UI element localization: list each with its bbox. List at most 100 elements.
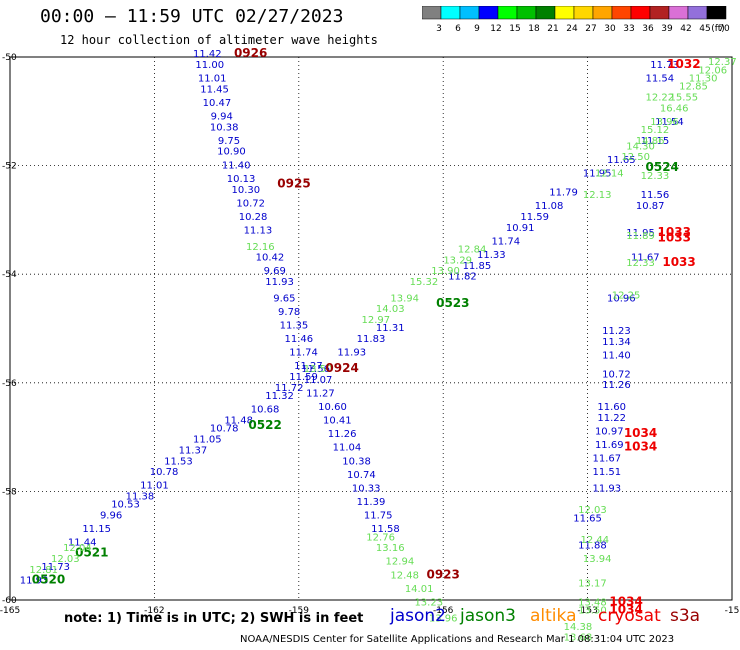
- jason2-point-label: 11.74: [491, 236, 520, 247]
- legend-altika: altika: [530, 606, 577, 626]
- jason2-point-label: 10.30: [232, 185, 261, 196]
- altika-point-label: 13.29: [443, 255, 472, 266]
- altika-point-label: 12.03: [578, 505, 607, 516]
- y-tick-label: -58: [2, 487, 17, 497]
- jason2-point-label: 10.78: [150, 467, 179, 478]
- colorbar-tick: 39: [661, 24, 673, 34]
- altika-point-label: 12.94: [386, 557, 415, 568]
- altika-point-label: 13.16: [376, 543, 405, 554]
- altika-point-label: 14.86: [636, 136, 665, 147]
- jason2-point-label: 11.65: [607, 155, 636, 166]
- y-tick-label: -60: [2, 596, 17, 606]
- jason2-point-label: 11.88: [578, 540, 607, 551]
- jason2-point-label: 10.53: [111, 500, 140, 511]
- jason2-point-label: 11.31: [376, 323, 405, 334]
- jason2-point-label: 9.78: [278, 307, 300, 318]
- jason2-point-label: 11.54: [655, 117, 684, 128]
- cryosat-point-label: 1034: [624, 426, 657, 440]
- jason2-point-label: 11.46: [284, 334, 313, 345]
- jason2-point-label: 11.83: [357, 334, 386, 345]
- jason2-point-label: 10.74: [347, 470, 376, 481]
- colorbar-tick: 70: [718, 24, 730, 34]
- y-tick-label: -50: [2, 53, 17, 63]
- jason3-point-label: 0521: [75, 546, 108, 560]
- jason2-point-label: 10.96: [607, 293, 636, 304]
- altika-point-label: 13.94: [390, 293, 419, 304]
- altika-point-label: 15.32: [410, 277, 439, 288]
- altika-point-label: 14.03: [376, 304, 405, 315]
- jason2-point-label: 11.59: [289, 372, 318, 383]
- s3a-point-label: 0923: [426, 567, 459, 581]
- x-tick-label: -156: [433, 606, 454, 616]
- jason3-point-label: 0520: [32, 573, 65, 587]
- jason2-point-label: 10.33: [352, 483, 381, 494]
- jason2-point-label: 11.37: [179, 445, 208, 456]
- colorbar-tick: 18: [528, 24, 540, 34]
- colorbar-tick: 3: [436, 24, 442, 34]
- jason2-point-label: 11.23: [602, 326, 631, 337]
- jason2-point-label: 11.32: [265, 391, 294, 402]
- jason2-point-label: 11.01: [198, 73, 227, 84]
- jason2-point-label: 11.73: [41, 562, 70, 573]
- jason2-point-label: 10.41: [323, 416, 352, 427]
- jason2-point-label: 11.44: [68, 538, 97, 549]
- jason2-point-label: 11.73: [650, 60, 679, 71]
- jason3-point-label: 0524: [646, 160, 679, 174]
- jason2-point-label: 11.13: [244, 225, 273, 236]
- jason2-point-label: 11.35: [280, 321, 309, 332]
- cryosat-point-label: 1033: [658, 225, 691, 239]
- altika-point-label: 14.38: [564, 622, 593, 633]
- jason2-point-label: 11.27: [306, 388, 335, 399]
- altika-point-label: 13.90: [431, 266, 460, 277]
- jason2-point-label: 11.01: [140, 481, 169, 492]
- jason2-point-label: 11.56: [301, 364, 330, 375]
- cryosat-point-label: 1034: [609, 603, 642, 617]
- jason2-point-label: 10.72: [236, 198, 265, 209]
- altika-point-label: 12.37: [708, 57, 737, 68]
- altika-point-label: 13.96: [429, 614, 458, 625]
- altika-point-label: 13.68: [564, 633, 593, 644]
- legend-cryosat: cryosat: [598, 606, 661, 626]
- jason2-point-label: 11.27: [294, 361, 323, 372]
- x-tick-label: -165: [0, 606, 20, 616]
- y-tick-label: -54: [2, 270, 17, 280]
- jason2-point-label: 11.00: [195, 60, 224, 71]
- altika-point-label: 14.01: [405, 584, 434, 595]
- altika-point-label: 12.33: [626, 258, 655, 269]
- jason2-point-label: 11.08: [535, 201, 564, 212]
- altika-point-label: 12.04: [63, 543, 92, 554]
- jason2-point-label: 11.93: [20, 576, 49, 587]
- jason2-point-label: 10.60: [318, 402, 347, 413]
- cryosat-point-label: 1034: [609, 594, 642, 608]
- jason2-point-label: 11.05: [193, 435, 222, 446]
- jason2-point-label: 11.85: [463, 261, 492, 272]
- jason2-point-label: 11.45: [200, 84, 229, 95]
- jason2-point-label: 10.97: [595, 426, 624, 437]
- x-tick-label: -153: [577, 606, 597, 616]
- jason2-point-label: 11.39: [357, 497, 386, 508]
- jason2-point-label: 11.59: [520, 212, 549, 223]
- chart-title: 00:00 – 11:59 UTC 02/27/2023: [40, 6, 344, 27]
- altika-point-label: 12.81: [29, 565, 58, 576]
- jason2-point-label: 10.68: [251, 405, 280, 416]
- jason2-point-label: 10.28: [239, 212, 268, 223]
- jason2-point-label: 10.72: [602, 369, 631, 380]
- jason2-point-label: 11.93: [593, 483, 622, 494]
- jason2-point-label: 9.96: [100, 511, 122, 522]
- altika-point-label: 12.16: [246, 242, 275, 253]
- altika-point-label: 12.33: [641, 171, 670, 182]
- altika-point-label: 11.30: [689, 73, 718, 84]
- altika-point-label: 13.50: [578, 606, 607, 617]
- jason2-point-label: 10.78: [210, 424, 239, 435]
- jason2-point-label: 11.72: [275, 383, 304, 394]
- x-tick-label: -15: [725, 606, 740, 616]
- altika-point-label: 13.17: [578, 578, 607, 589]
- colorbar-tick: 33: [623, 24, 634, 34]
- jason2-point-label: 10.38: [210, 122, 239, 133]
- jason3-point-label: 0522: [248, 418, 281, 432]
- jason2-point-label: 11.38: [126, 492, 155, 503]
- jason2-point-label: 11.33: [477, 250, 506, 261]
- jason2-point-label: 11.40: [602, 350, 631, 361]
- jason2-point-label: 11.69: [595, 440, 624, 451]
